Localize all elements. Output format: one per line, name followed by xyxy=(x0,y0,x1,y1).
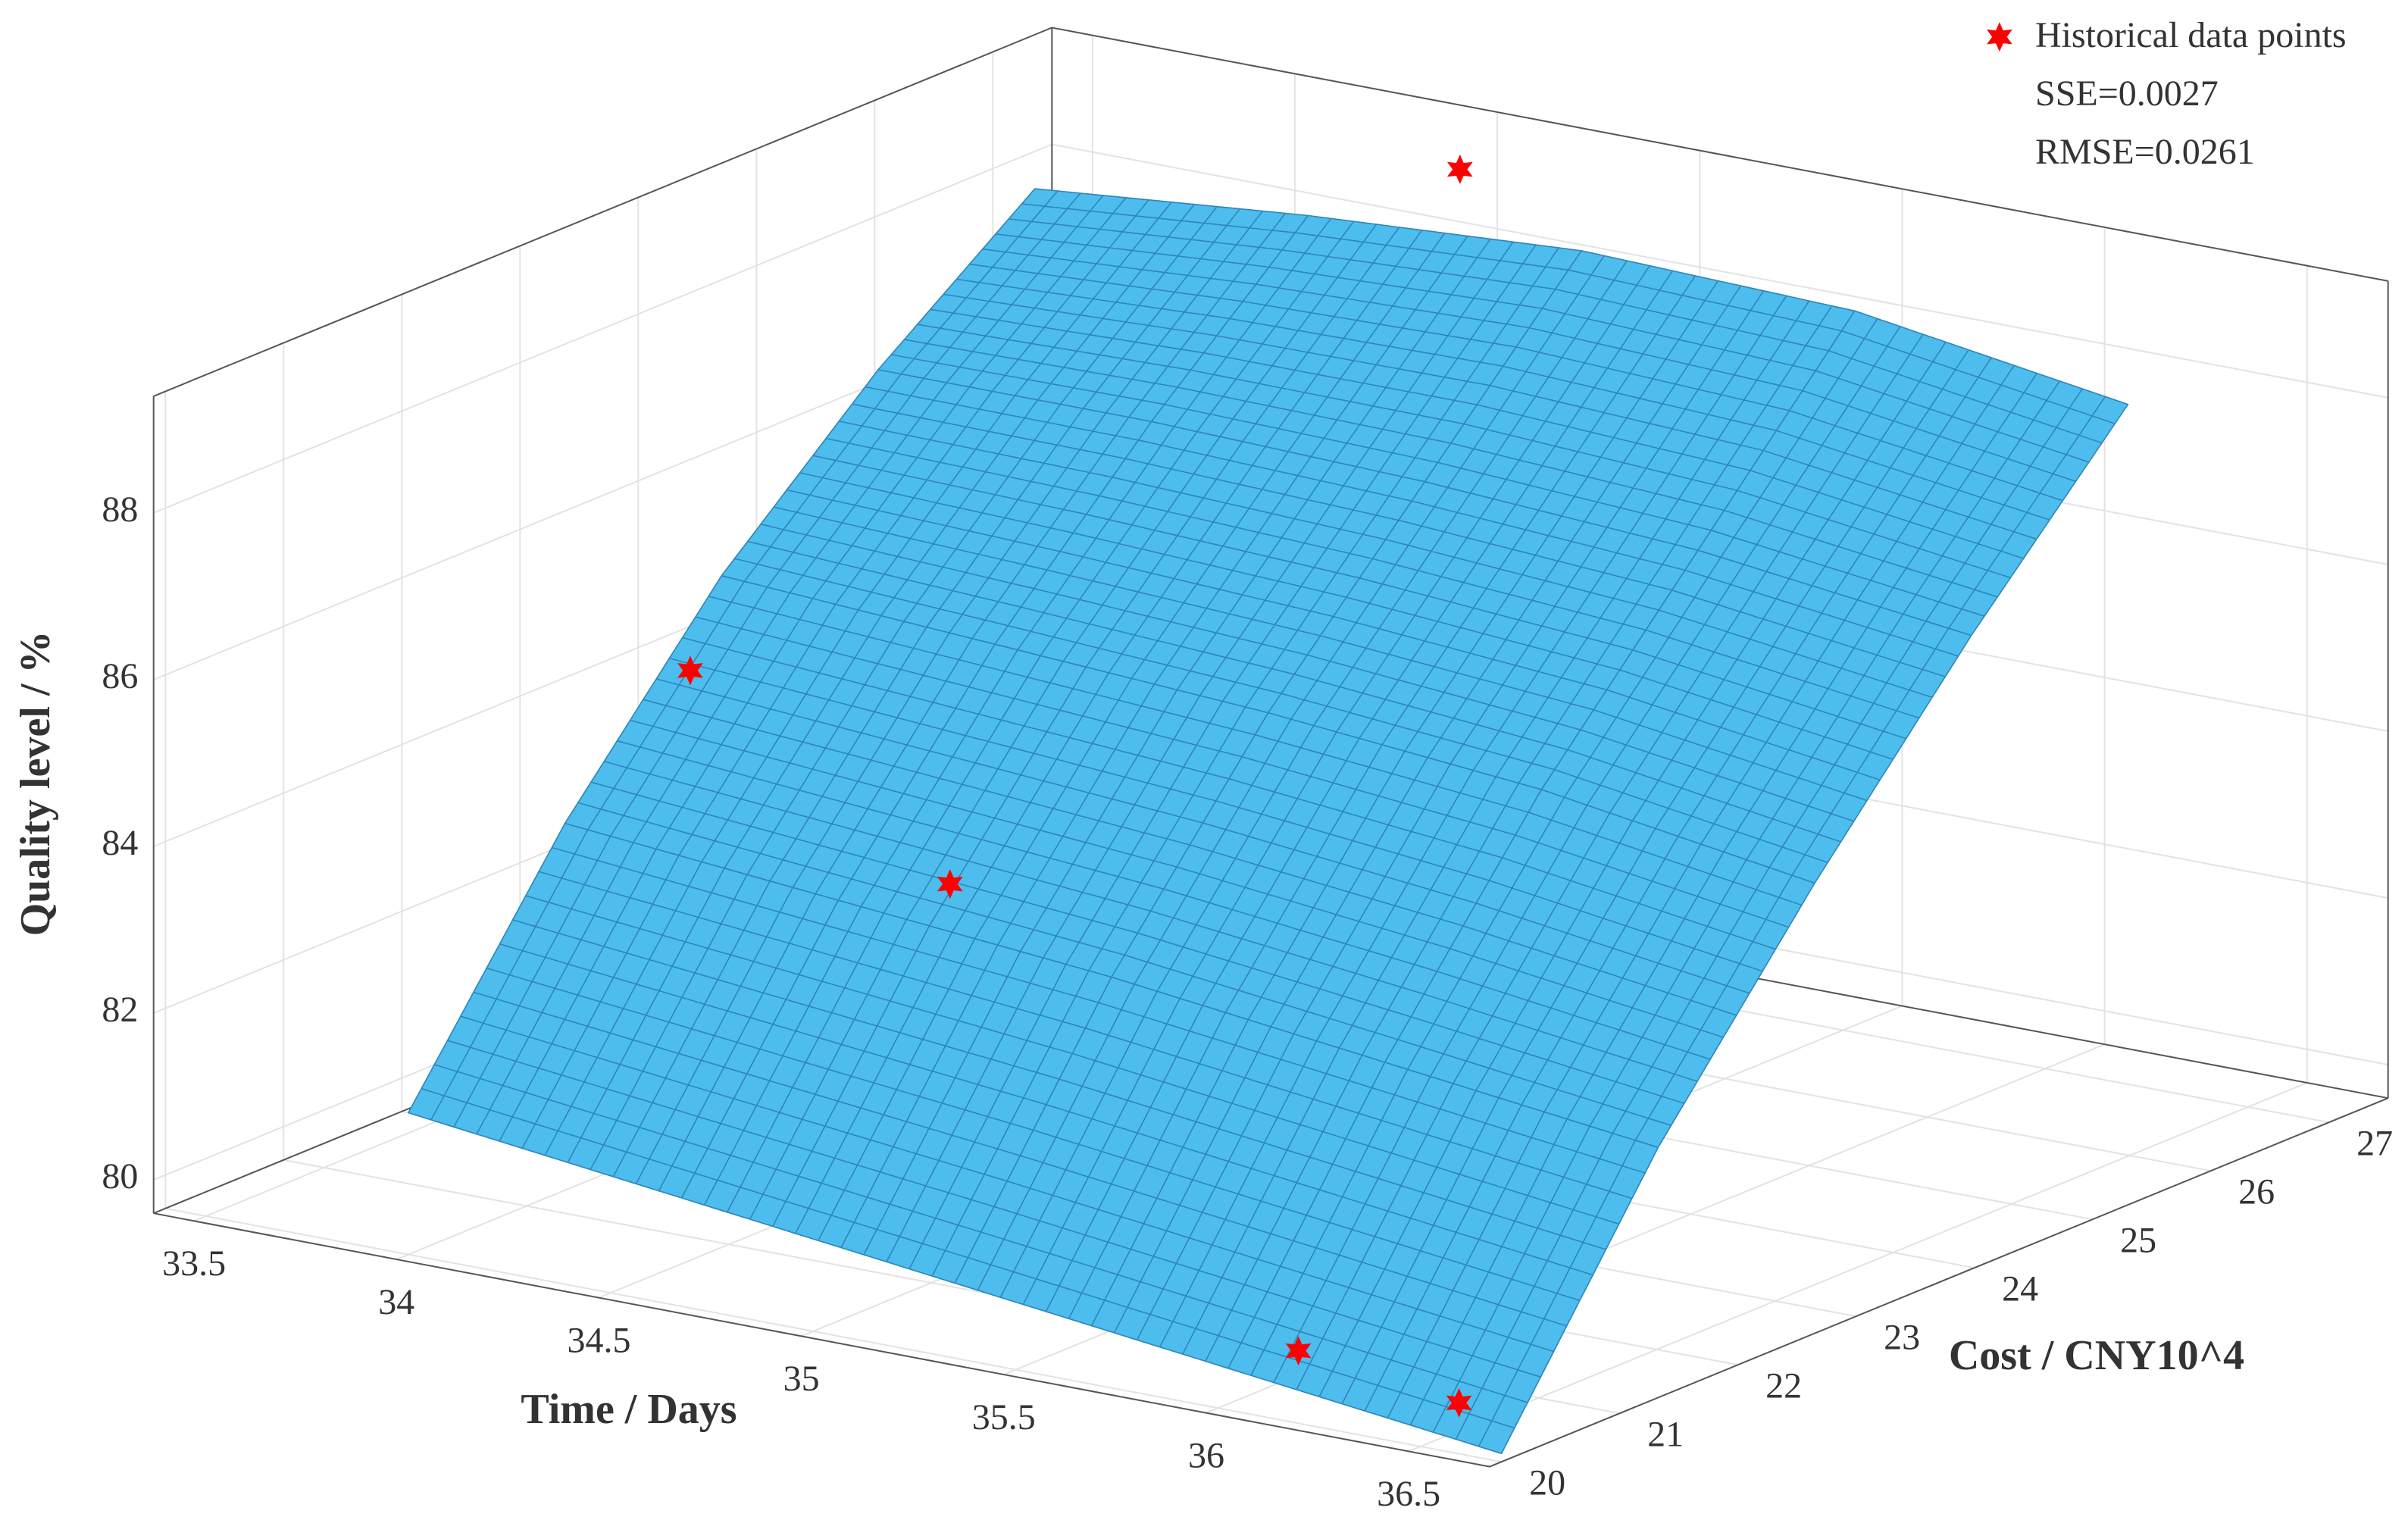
legend-label: Historical data points xyxy=(2035,15,2347,55)
z-tick-label: 86 xyxy=(102,656,138,696)
z-tick-label: 84 xyxy=(102,823,138,863)
axis-edge xyxy=(153,1097,2389,1468)
z-axis-title: Quality level / % xyxy=(12,631,59,937)
data-point xyxy=(1285,1336,1312,1366)
y-tick-label: 23 xyxy=(1884,1318,1920,1358)
data-point xyxy=(677,655,703,686)
z-tick-label: 80 xyxy=(102,1156,138,1196)
x-tick-label: 35 xyxy=(783,1359,820,1399)
surface-mesh xyxy=(1268,480,1699,790)
annotation: SSE=0.0027 xyxy=(2035,74,2219,114)
x-axis-title: Time / Days xyxy=(521,1386,736,1433)
annotation: RMSE=0.0261 xyxy=(2035,132,2255,172)
z-tick-label: 88 xyxy=(102,490,138,530)
surface-mesh xyxy=(680,899,1112,1284)
y-tick-label: 20 xyxy=(1529,1463,1565,1503)
surface-mesh xyxy=(994,421,1426,714)
x-tick-label: 34.5 xyxy=(567,1320,630,1360)
x-tick-label: 34 xyxy=(378,1282,414,1322)
axis-edge xyxy=(153,27,2388,397)
y-tick-label: 21 xyxy=(1647,1415,1684,1455)
y-tick-label: 25 xyxy=(2120,1221,2156,1261)
surface-mesh xyxy=(1227,1062,1659,1454)
surface-mesh xyxy=(1111,712,1542,1063)
surface-mesh xyxy=(564,575,996,901)
surface-mesh xyxy=(1151,214,1582,483)
surface-mesh xyxy=(408,822,840,1199)
data-points xyxy=(677,22,2012,1418)
y-tick-label: 22 xyxy=(1765,1366,1802,1406)
data-point xyxy=(1446,1387,1472,1418)
labels: Time / Days Cost / CNY10^4 Quality level… xyxy=(12,15,2347,1433)
y-axis-title: Cost / CNY10^4 xyxy=(1949,1332,2244,1379)
data-point xyxy=(937,869,963,899)
surface-mesh xyxy=(837,643,1269,978)
y-tick-label: 27 xyxy=(2356,1124,2393,1164)
y-tick-label: 24 xyxy=(2002,1269,2038,1309)
data-point xyxy=(1446,154,1473,184)
surface-mesh xyxy=(721,369,1152,645)
legend-marker xyxy=(1987,22,2012,52)
surface xyxy=(407,188,2129,1455)
z-tick-label: 82 xyxy=(102,990,138,1030)
surface-mesh xyxy=(1697,310,2129,637)
y-tick-label: 26 xyxy=(2238,1172,2275,1212)
surface-mesh xyxy=(954,976,1386,1369)
surface-mesh xyxy=(877,188,1309,423)
x-tick-label: 35.5 xyxy=(972,1397,1036,1437)
x-tick-label: 36.5 xyxy=(1377,1474,1440,1514)
x-tick-label: 36 xyxy=(1188,1435,1224,1475)
surface-mesh xyxy=(1424,250,1856,551)
surface-mesh xyxy=(1384,789,1815,1149)
x-tick-label: 33.5 xyxy=(162,1243,226,1284)
surface-mesh xyxy=(1540,549,1972,884)
